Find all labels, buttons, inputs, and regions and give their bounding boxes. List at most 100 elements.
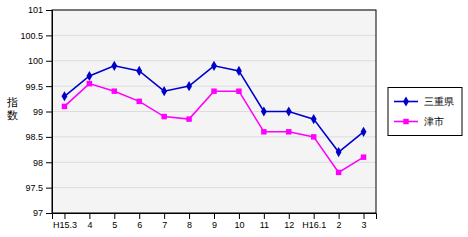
y-tick: 99.5: [25, 82, 52, 92]
y-tick: 97.5: [25, 183, 52, 193]
y-tick-mark: [46, 188, 52, 189]
y-tick-label: 100: [28, 56, 43, 66]
y-tick-label: 101: [28, 5, 43, 15]
series: [62, 81, 367, 175]
series: [62, 61, 367, 157]
x-tick: H16.1: [302, 213, 326, 230]
plot: 9797.59898.59999.5100100.5101H15.3456789…: [20, 5, 376, 230]
series-marker: [186, 81, 192, 91]
y-tick-label: 98.5: [25, 132, 43, 142]
grid-line: [52, 111, 376, 112]
y-tick-mark: [46, 112, 52, 113]
series-marker: [111, 61, 117, 71]
y-tick-mark: [46, 86, 52, 87]
grid-line: [52, 35, 376, 36]
x-tick: H15.3: [53, 213, 77, 230]
series-marker: [336, 147, 342, 157]
x-tick-label: 4: [87, 220, 92, 230]
y-tick-mark: [46, 213, 52, 214]
x-tick: 10: [234, 213, 244, 230]
series-marker: [286, 106, 292, 116]
chart: 9797.59898.59999.5100100.5101H15.3456789…: [0, 0, 468, 237]
series-layer: [62, 61, 367, 175]
y-tick-label: 99: [33, 107, 43, 117]
x-tick-mark: [114, 213, 115, 219]
x-tick-label: 6: [137, 220, 142, 230]
y-tick-label: 98: [33, 158, 43, 168]
x-tick-mark: [189, 213, 190, 219]
legend-item: 三重県: [394, 96, 454, 107]
x-axis-line: [53, 214, 377, 220]
y-axis: 97 97.5 98 98.5 99 99.5 100 100.5 101: [20, 5, 52, 218]
x-tick-label: 11: [260, 220, 269, 230]
y-tick: 98: [33, 158, 52, 168]
x-tick-mark: [64, 213, 65, 219]
series-marker: [361, 154, 366, 159]
x-tick-mark: [164, 213, 165, 219]
y-axis-title: 指数: [6, 96, 18, 122]
y-tick-mark: [46, 137, 52, 138]
x-tick-label: 3: [362, 220, 367, 230]
x-tick-label: 12: [284, 220, 294, 230]
grid: [52, 10, 376, 213]
x-tick: 3: [362, 213, 367, 230]
y-tick-label: 97.5: [25, 183, 43, 193]
series-marker: [311, 114, 317, 124]
y-tick: 97: [33, 208, 52, 218]
legend-marker: [403, 119, 408, 124]
legend-marker: [403, 96, 409, 106]
series-marker: [361, 127, 367, 137]
series-line: [64, 84, 363, 173]
series-marker: [112, 88, 117, 93]
x-tick: 2: [337, 213, 342, 230]
series-marker: [286, 129, 291, 134]
y-tick-label: 100.5: [20, 31, 43, 41]
plot-background: [52, 10, 376, 213]
series-marker: [261, 129, 266, 134]
legend-frame: [388, 88, 462, 136]
y-tick: 100.5: [20, 31, 52, 41]
series-line: [64, 66, 363, 152]
y-tick: 101: [28, 5, 52, 15]
x-tick: 4: [87, 213, 92, 230]
legend-label: 三重県: [424, 96, 454, 107]
series-marker: [161, 114, 166, 119]
x-tick-label: 7: [162, 220, 167, 230]
x-tick: 7: [162, 213, 167, 230]
x-tick-mark: [239, 213, 240, 219]
x-tick-label: 5: [112, 220, 117, 230]
legend-item: 津市: [394, 116, 444, 127]
x-tick: 6: [137, 213, 142, 230]
series-marker: [161, 86, 167, 96]
series-marker: [211, 61, 217, 71]
y-tick-mark: [46, 61, 52, 62]
y-tick-mark: [46, 162, 52, 163]
series-marker: [311, 134, 316, 139]
x-tick-label: 9: [212, 220, 217, 230]
series-marker: [62, 104, 67, 109]
x-tick-mark: [214, 213, 215, 219]
series-marker: [136, 99, 141, 104]
series-marker: [62, 91, 68, 101]
series-marker: [186, 116, 191, 121]
plot-frame: [52, 10, 376, 213]
x-tick-mark: [289, 213, 290, 219]
x-tick-label: 10: [234, 220, 244, 230]
series-marker: [236, 66, 242, 76]
legend: 三重県津市: [388, 88, 462, 136]
series-marker: [87, 81, 92, 86]
x-tick: 12: [284, 213, 294, 230]
series-marker: [136, 66, 142, 76]
x-tick-mark: [89, 213, 90, 219]
x-tick-mark: [364, 213, 365, 219]
x-tick-mark: [264, 213, 265, 219]
series-marker: [336, 170, 341, 175]
series-marker: [236, 88, 241, 93]
series-marker: [211, 88, 216, 93]
grid-line: [52, 162, 376, 163]
y-tick: 98.5: [25, 132, 52, 142]
y-tick-mark: [46, 10, 52, 11]
x-tick: 9: [212, 213, 217, 230]
series-marker: [86, 71, 92, 81]
y-tick: 99: [33, 107, 52, 117]
